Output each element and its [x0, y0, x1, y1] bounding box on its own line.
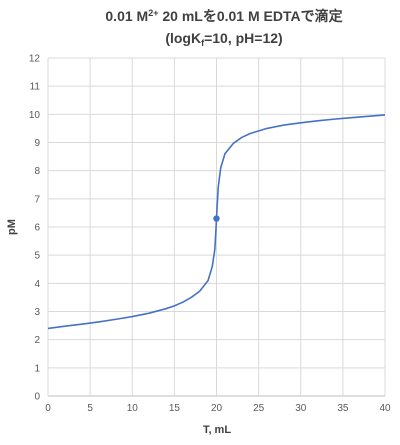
y-tick-label: 5 — [34, 251, 40, 262]
y-tick-label: 3 — [34, 307, 40, 318]
y-tick-label: 11 — [30, 82, 41, 93]
y-tick-label: 2 — [34, 335, 40, 346]
x-tick-label: 30 — [295, 403, 307, 414]
y-tick-label: 1 — [34, 363, 40, 374]
equivalence-point-marker — [213, 215, 220, 222]
x-tick-label: 35 — [337, 403, 349, 414]
x-tick-label: 5 — [87, 403, 93, 414]
x-axis-label: T, mL — [203, 424, 231, 436]
y-axis-label: pM — [6, 219, 18, 235]
x-tick-label: 25 — [253, 403, 265, 414]
y-tick-label: 12 — [29, 54, 41, 65]
series-layer — [47, 114, 386, 330]
x-tick-label: 10 — [127, 403, 139, 414]
x-tick-label: 15 — [169, 403, 181, 414]
y-tick-label: 4 — [34, 279, 40, 290]
y-tick-label: 10 — [29, 110, 41, 121]
titration-curve — [47, 114, 386, 330]
y-tick-label: 6 — [34, 223, 40, 234]
chart-title-line-1: 0.01 M2+ 20 mLを0.01 M EDTAで滴定 — [105, 8, 342, 24]
x-tick-label: 20 — [211, 403, 223, 414]
y-tick-label: 8 — [34, 166, 40, 177]
chart-title-line-2: (logKf=10, pH=12) — [165, 30, 282, 48]
x-tick-label: 0 — [45, 403, 51, 414]
y-tick-label: 9 — [34, 138, 40, 149]
x-tick-label: 40 — [379, 403, 391, 414]
y-tick-label: 0 — [34, 392, 40, 403]
y-tick-label: 7 — [34, 194, 40, 205]
